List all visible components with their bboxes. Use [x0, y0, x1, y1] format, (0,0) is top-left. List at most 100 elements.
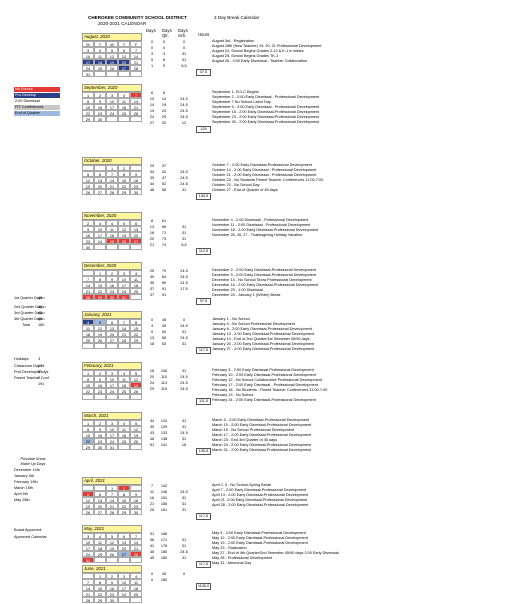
count-cell: 171 — [160, 538, 168, 542]
day-counts: 6 6 10 14 24.5 14 19 24.5 19 24 24.5 24 29 24.5 27 32 12 — [146, 90, 206, 126]
calendar-note: April 28 - 2:00 Early Dismissal-Professi… — [212, 503, 309, 507]
day-cell: 4 — [94, 533, 106, 539]
day-cell: 9 — [94, 98, 106, 104]
count-cell: 31 — [181, 231, 187, 235]
day-cell: 10 — [118, 276, 130, 282]
day-cell: 22 — [118, 183, 130, 189]
day-cell: 24 — [106, 110, 118, 116]
hours-total: 37.5 — [196, 69, 211, 76]
count-cell: 31 — [181, 556, 187, 560]
day-cell: 4 — [82, 319, 94, 325]
month-block: November, 2020 2 3 4 5 6 9 10 11 12 13 16 17 18 19 20 23… — [82, 212, 142, 250]
calendar-note: May 12 - 2:00 Early Dismissal-Profession… — [212, 536, 308, 540]
quarter-1: 1st Quarter Days= 45 — [14, 296, 45, 300]
day-cell: 10 — [82, 53, 94, 59]
count-cell: 79 — [161, 269, 167, 273]
count-cell: 45 — [149, 550, 155, 554]
day-cell — [118, 116, 130, 122]
day-cell: 25 — [118, 388, 130, 394]
day-cell: 7 — [82, 276, 94, 282]
day-cell: 10 — [106, 98, 118, 104]
day-cell: 10 — [82, 539, 94, 545]
day-cell — [130, 485, 142, 491]
day-cell: 30 — [106, 294, 118, 300]
day-cell: M — [82, 41, 94, 47]
day-cell: 19 — [130, 432, 142, 438]
count-cell: 37 — [149, 293, 155, 297]
count-cell — [178, 392, 190, 398]
day-cell: 10 — [106, 376, 118, 382]
days-header: Days — [146, 28, 156, 33]
count-cell: 110 — [160, 375, 168, 379]
count-cell: 32 — [161, 121, 167, 125]
day-cell: 14 — [130, 53, 142, 59]
day-cell: 25 — [130, 288, 142, 294]
day-cell: 20 — [118, 545, 130, 551]
day-cell: 23 — [94, 388, 106, 394]
day-cell: 18 — [130, 282, 142, 288]
snow-day: January 4th — [14, 474, 34, 478]
day-cell: 15 — [118, 497, 130, 503]
count-cell: 37 — [149, 287, 155, 291]
day-cell — [118, 597, 130, 603]
count-cell: 35 — [149, 281, 155, 285]
day-cell: 5 — [118, 220, 130, 226]
classroom-days: Classroom Days 178 — [14, 364, 45, 368]
calendar-note: August 25, School Begins Grades TK-1 — [212, 54, 279, 58]
day-cell: 5 — [130, 420, 142, 426]
day-cell — [94, 165, 106, 171]
day-cell: 17 — [106, 382, 118, 388]
count-cell: 14 — [149, 103, 155, 107]
count-cell: 6 — [162, 91, 166, 95]
calendar-note: December 9 - 2:00 Early Dismissal-Profes… — [212, 273, 317, 277]
count-cell: 29 — [149, 387, 155, 391]
day-cell: 25 — [94, 65, 106, 71]
calendar-note: April 7 - 2:00 Early Dismissal-Professio… — [212, 488, 307, 492]
day-cell: 18 — [106, 232, 118, 238]
day-counts: 16 106 31 20 110 24.5 24 114 24.5 29 119 24.5 — [146, 368, 206, 398]
calendar-note: April 14 - 2:00 Early Dismissal-Professi… — [212, 493, 309, 497]
day-cell: 11 — [130, 276, 142, 282]
calendar-note: March 17 - 2:00 Early Dismissal-Professi… — [212, 433, 312, 437]
day-cell: 26 — [106, 65, 118, 71]
calendar-note: April 2, 5 - No School-Spring Break — [212, 483, 272, 487]
count-cell: 0 — [182, 46, 186, 50]
month-grid: M T W T F 3 4 5 6 7 10 11 12 13 14 17 18 19 20 21 24 25 26 27 28… — [82, 41, 142, 77]
day-cell: 8 — [82, 376, 94, 382]
day-cell: 2 — [82, 220, 94, 226]
day-cell: 5 — [82, 171, 94, 177]
calendar-note: March 31 - 2:00 Early Dismissal-Professi… — [212, 448, 312, 452]
snow-day: December 14th — [14, 468, 40, 472]
snow-day: May 28th — [14, 498, 30, 502]
day-cell: 5 — [106, 533, 118, 539]
count-cell: 24.5 — [180, 269, 188, 273]
count-cell: 24 — [149, 115, 155, 119]
board-approved: Board Approved: — [14, 528, 43, 532]
day-cell: 2 — [94, 92, 106, 98]
count-cell: 27 — [149, 121, 155, 125]
day-cell: 12 — [130, 426, 142, 432]
day-cell — [82, 343, 94, 349]
day-cell: 29 — [82, 116, 94, 122]
day-cell: 11 — [118, 98, 130, 104]
calendar-note: December 16 - 2:00 Early Dismissal-Profe… — [212, 283, 319, 287]
day-cell: 8 — [118, 171, 130, 177]
day-cell: 28 — [130, 110, 142, 116]
count-cell: 16 — [149, 496, 155, 500]
day-cell: 30 — [82, 244, 94, 250]
hours-total: 1106.0 — [196, 583, 211, 590]
count-cell: 18 — [181, 443, 187, 447]
day-cell: 18 — [82, 331, 94, 337]
calendar-note: May 27 - End of 4th Quarter/2nd Semester… — [212, 551, 339, 555]
calendar-note: September 16 - 2:00 Early Dismissal-Prof… — [212, 110, 320, 114]
count-cell: 29 — [161, 115, 167, 119]
day-cell: 17 — [82, 545, 94, 551]
day-cell: 11 — [82, 325, 94, 331]
count-cell: 24.5 — [180, 115, 188, 119]
count-cell: 7 — [150, 484, 154, 488]
day-cell: 14 — [82, 585, 94, 591]
day-cell: 11 — [130, 579, 142, 585]
day-cell: 3 — [82, 533, 94, 539]
day-cell: 20 — [118, 59, 130, 65]
day-cell: 11 — [106, 226, 118, 232]
